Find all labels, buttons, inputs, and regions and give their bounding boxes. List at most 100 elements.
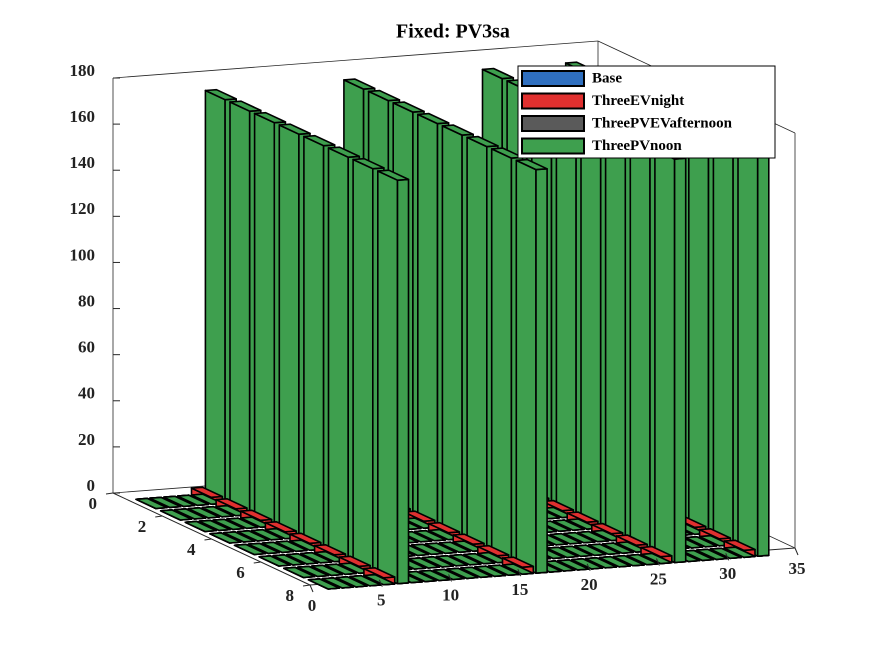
bar-face [446,567,479,580]
bar-face [573,544,607,557]
bar-face [286,552,319,565]
bar-face [289,532,322,545]
bar [449,553,482,566]
bar-face [253,111,287,124]
bar-face [367,89,401,102]
bar-face [338,555,371,568]
bar [236,529,270,542]
legend-swatch [521,92,585,110]
bar-face [449,553,482,566]
bar-face [135,497,168,510]
bar-face [687,119,710,535]
bar [723,546,756,559]
bar [159,509,193,521]
bar [460,566,493,579]
bar [626,553,659,566]
legend: Base ThreeEVnight ThreePVEVafternoon ThreeP… [517,65,776,159]
bar-face [487,564,521,577]
bar [435,554,468,567]
bar-face [560,545,593,558]
bar [446,567,479,580]
bar-face [577,530,610,543]
bar [299,551,333,564]
bar [573,544,607,557]
x-tick [517,568,522,577]
bar [184,520,217,533]
legend-swatch [521,70,585,87]
bar-face [424,542,458,555]
z-tick-label: 100 [70,245,96,264]
bar-face [723,546,756,559]
bar-face [466,135,499,148]
bar-face [303,134,336,147]
bar-face [212,518,245,531]
bar-face [557,559,590,571]
bar-face [723,539,756,552]
z-tick-label: 180 [70,61,96,80]
bar [296,565,330,578]
bar [198,519,231,532]
bar-face [629,137,651,552]
bar-face [250,528,284,541]
bar [546,546,579,559]
bar [487,564,521,577]
bar-face [640,552,673,565]
bar-face [236,529,270,542]
bar-face [204,88,237,101]
bar-face [441,124,475,136]
x-tick-label: 10 [442,585,459,604]
bar-face [535,168,548,574]
bar-face [421,555,455,568]
y-tick-label: 4 [187,540,196,559]
bar-face [223,531,256,543]
bar [275,540,308,553]
bar-face [176,494,210,507]
legend-label: ThreeEVnight [592,93,684,109]
bar [543,560,576,572]
bar [424,542,458,555]
bar-face [187,506,220,519]
bar-face [698,527,732,540]
bar-face [490,148,513,563]
bar [681,549,715,562]
bar-face [209,532,242,544]
bar-face [654,149,676,564]
legend-label: Base [592,70,622,86]
bar-face [466,136,488,551]
bar-face [163,495,196,508]
bar-face [215,497,248,510]
y-tick [302,584,311,587]
bar-face [515,158,548,171]
bar-face [324,563,358,576]
bar [515,158,548,574]
bar [223,531,256,543]
x-tick-label: 5 [377,591,386,610]
bar-face [240,509,273,522]
bar [737,141,770,558]
bar [282,566,316,579]
y-tick-label: 2 [138,517,147,536]
bar [286,552,319,565]
bar-face [418,569,451,582]
bar-face [258,555,291,567]
bar-face [549,532,582,545]
bar-face [278,124,300,539]
bar-face [612,554,645,567]
bar-face [275,540,308,553]
bar [557,559,590,571]
bar-face [307,578,341,590]
bar [272,554,305,566]
bar-face [737,142,759,558]
bar-face [473,565,507,578]
bar [584,556,618,569]
x-tick-label: 0 [308,596,317,615]
bar [473,565,507,578]
bar-face [229,101,251,516]
bar [601,542,635,555]
bar-face [349,574,382,587]
bar-face [681,549,715,562]
bar-face [416,113,439,528]
bar-face [481,67,515,80]
bar-face [452,533,485,546]
